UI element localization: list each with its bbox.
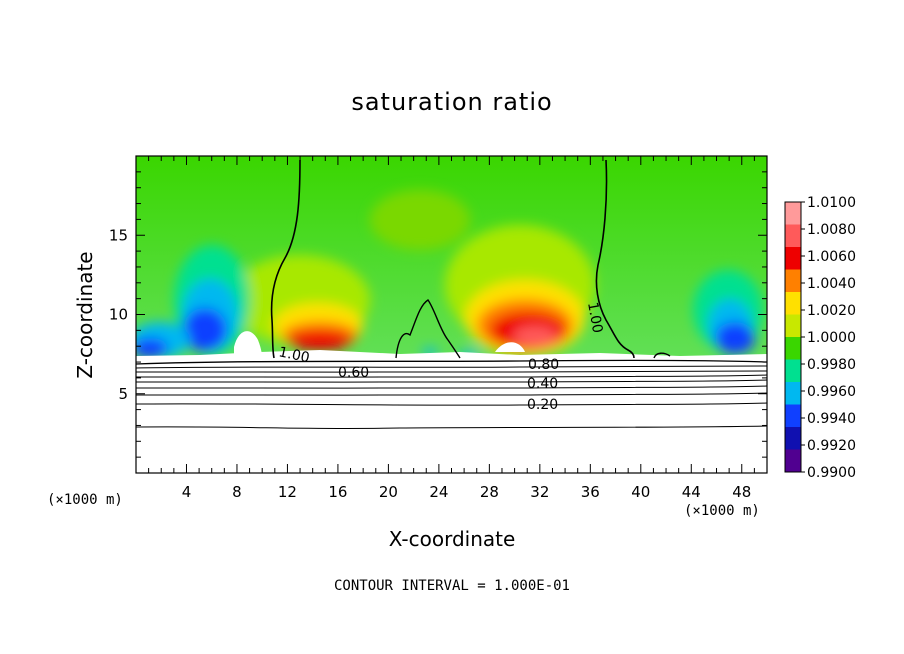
x-tick-label: 48 [732,483,751,501]
contour-lines [136,159,767,430]
y-tick-label: 15 [109,226,128,244]
x-tick-label: 20 [379,483,398,501]
dry-pocket [495,342,525,352]
contour-line [136,359,767,365]
contour-label: 1.00 [584,301,605,334]
contour-line [653,352,671,359]
contour-line [136,392,767,396]
x-tick-label: 12 [278,483,297,501]
contour-line [270,159,301,359]
contour-line [136,402,767,406]
contour-line [136,425,767,430]
colorbar-label: 0.9980 [807,357,856,373]
colorbar-swatch [785,404,801,428]
field-blobs [136,190,763,358]
dry-pocket [234,331,262,358]
colorbar-label: 0.9940 [807,411,856,427]
colorbar-swatch [785,224,801,248]
colorbar-swatch [785,202,801,225]
colorbar-label: 1.0020 [807,303,856,319]
contour-labels: 1.00 1.00 0.80 0.60 0.40 0.20 [277,301,605,413]
x-tick-label: 28 [480,483,499,501]
colorbar-swatch [785,269,801,293]
saturation-field [136,156,767,473]
colorbar-label: 0.9920 [807,438,856,454]
x-unit-label: (×1000 m) [684,503,760,519]
colorbar-swatch [785,292,801,315]
colorbar: 1.0100 1.0080 1.0060 1.0040 1.0020 1.0000 0.99… [784,195,856,481]
colorbar-swatch [785,359,801,383]
colorbar-swatch [785,314,801,338]
contour-label: 0.20 [527,397,558,413]
contour-line [136,365,767,369]
contour-line [136,379,767,383]
x-tick-label: 40 [631,483,650,501]
x-tick-label: 32 [530,483,549,501]
chart-title: saturation ratio [351,88,553,116]
colorbar-swatch [785,427,801,450]
contour-line [595,159,635,359]
colorbar-label: 1.0100 [807,195,856,211]
colorbar-label: 1.0000 [807,330,856,346]
contour-line [395,299,461,359]
below-cloud-region [136,350,767,473]
y-tick-label: 10 [109,306,128,324]
contour-line [136,385,767,389]
contour-line [136,374,767,378]
x-tick-label: 4 [182,483,192,501]
z-unit-label: (×1000 m) [47,492,123,508]
colorbar-label: 1.0040 [807,276,856,292]
x-tick-label: 16 [328,483,347,501]
colorbar-swatch [785,449,801,473]
contour-label: 0.60 [338,365,369,381]
colorbar-label: 1.0080 [807,222,856,238]
contour-interval-note: CONTOUR INTERVAL = 1.000E-01 [333,578,570,594]
contour-label: 0.40 [527,376,558,392]
contour-label: 0.80 [528,357,559,373]
x-tick-label: 24 [429,483,448,501]
colorbar-label: 0.9960 [807,384,856,400]
x-tick-label: 8 [232,483,242,501]
contour-label: 1.00 [277,344,311,366]
colorbar-swatch [785,337,801,360]
colorbar-swatch [785,247,801,270]
colorbar-swatch [785,382,801,405]
contour-line [136,370,767,373]
colorbar-label: 0.9900 [807,465,856,481]
y-tick-label: 5 [118,385,128,403]
x-axis-label: X-coordinate [388,527,516,551]
colorbar-label: 1.0060 [807,249,856,265]
x-axis-ticks: 4 8 12 16 20 24 28 32 36 40 44 48 [148,156,755,501]
y-axis-ticks: 5 10 15 [109,171,767,458]
x-tick-label: 36 [581,483,600,501]
x-tick-label: 44 [682,483,701,501]
